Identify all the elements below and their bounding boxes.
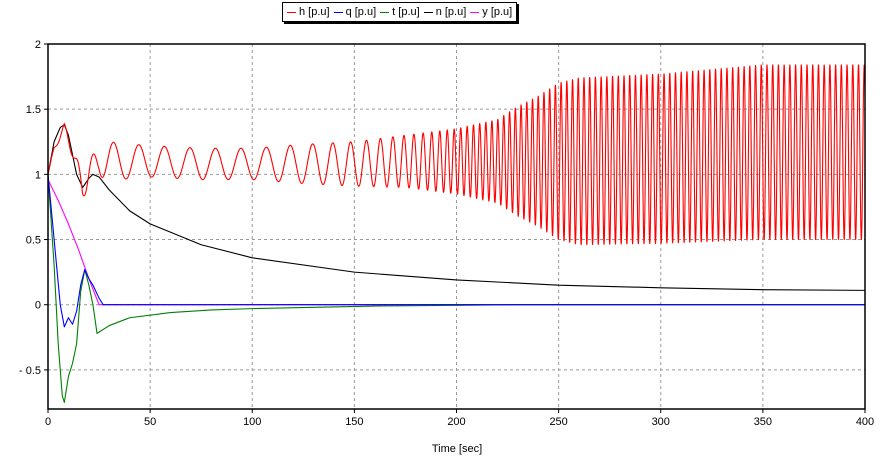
y-tick-label: 0 [35, 300, 41, 312]
series-layer [47, 64, 866, 404]
y-tick-label: 1 [35, 169, 41, 181]
x-axis-title: Time [sec] [432, 443, 482, 455]
legend-label-t: t [p.u] [392, 6, 420, 18]
legend-label-h: h [p.u] [299, 6, 330, 18]
legend-swatch-h [287, 11, 296, 13]
x-tick-label: 250 [549, 416, 567, 428]
legend-label-q: q [p.u] [345, 6, 377, 18]
legend-label-n: n [p.u] [435, 6, 467, 18]
x-tick-label: 150 [345, 416, 363, 428]
x-tick-label: 200 [447, 416, 465, 428]
x-axis-ticks: 0 50 100 150 200 250 300 350 400 [45, 409, 874, 428]
y-tick-label: 2 [35, 39, 41, 51]
legend-swatch-y [470, 11, 480, 13]
legend-swatch-n [423, 11, 433, 13]
chart-legend: h [p.u] q [p.u] t [p.u] n [p.u] y [p.u] [282, 2, 518, 22]
x-tick-label: 400 [856, 416, 874, 428]
x-tick-label: 50 [144, 416, 156, 428]
legend-item-q: q [p.u] [333, 6, 377, 18]
series-line-h [47, 64, 866, 246]
legend-swatch-t [380, 11, 390, 13]
legend-label-y: y [p.u] [482, 6, 513, 18]
y-axis-ticks: 2 1.5 1 0.5 0 - 0.5 [19, 39, 48, 377]
legend-swatch-q [333, 11, 343, 13]
x-tick-label: 300 [652, 416, 670, 428]
series-line-t [47, 174, 865, 404]
series-line-q [47, 174, 865, 328]
series-line-y [47, 179, 865, 306]
x-tick-label: 100 [243, 416, 261, 428]
y-tick-label: - 0.5 [19, 365, 41, 377]
legend-item-t: t [p.u] [380, 6, 420, 18]
legend-item-n: n [p.u] [423, 6, 467, 18]
x-tick-label: 0 [45, 416, 51, 428]
x-tick-label: 350 [754, 416, 772, 428]
legend-item-h: h [p.u] [287, 6, 330, 18]
legend-item-y: y [p.u] [470, 6, 512, 18]
y-tick-label: 0.5 [26, 235, 41, 247]
y-tick-label: 1.5 [26, 104, 41, 116]
